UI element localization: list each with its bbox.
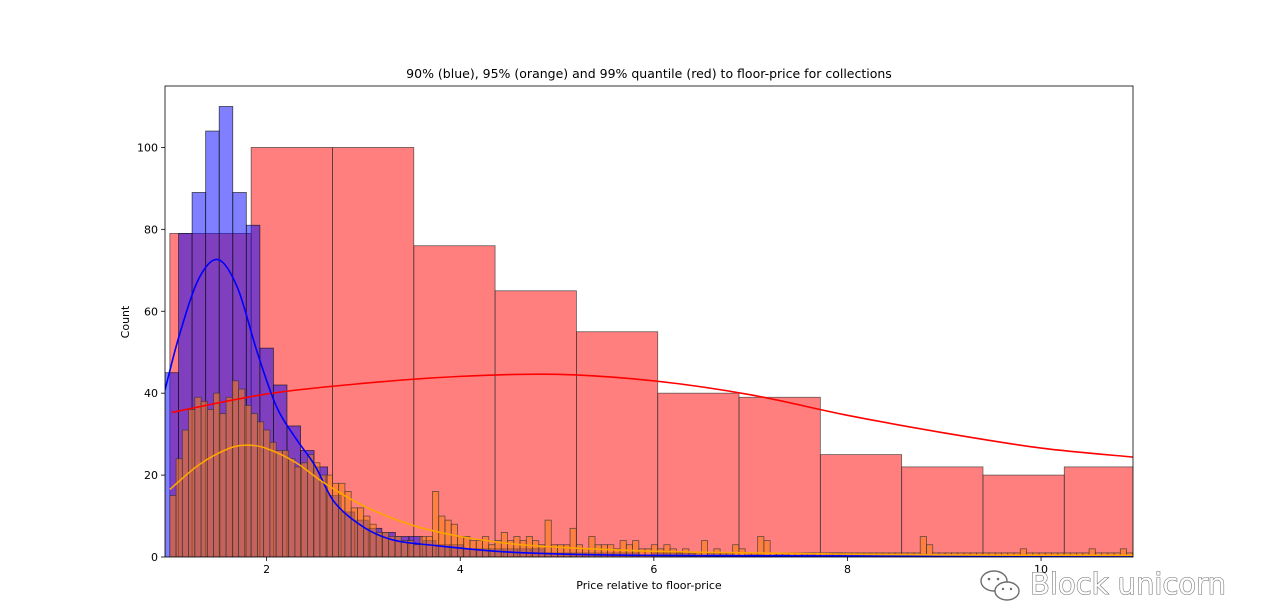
orange-bar [188, 409, 196, 557]
orange-bar [219, 413, 227, 557]
x-tick-label: 4 [457, 563, 464, 576]
orange-bar [513, 536, 521, 557]
y-tick-label: 80 [144, 223, 158, 236]
y-axis: 0 20 40 60 80 100 [137, 141, 165, 564]
x-tick-label: 6 [650, 563, 657, 576]
orange-bar [450, 523, 458, 557]
orange-bar [332, 482, 340, 557]
orange-bar [238, 388, 246, 557]
x-axis-label: Price relative to floor-price [576, 579, 722, 592]
orange-bar [169, 495, 177, 557]
x-tick-label: 10 [1034, 563, 1048, 576]
orange-bar [256, 421, 265, 557]
orange-bar [250, 413, 258, 557]
red-bar [332, 147, 415, 557]
orange-bar [700, 540, 709, 557]
y-tick-label: 100 [137, 141, 158, 154]
orange-bar [475, 540, 483, 557]
red-bar [657, 392, 740, 557]
orange-kde-line [169, 444, 1133, 557]
y-tick-label: 0 [151, 551, 158, 564]
x-tick-label: 2 [263, 563, 270, 576]
orange-bar [369, 523, 377, 557]
orange-bar [500, 532, 508, 557]
watermark-text: Block unicorn [1030, 567, 1226, 601]
watermark: Block unicorn [980, 566, 1227, 602]
orange-bar [300, 462, 308, 557]
wechat-icon [980, 570, 1020, 601]
y-tick-label: 60 [144, 305, 158, 318]
orange-bar [200, 400, 208, 557]
orange-bar [1132, 552, 1133, 557]
orange-bar [563, 544, 571, 557]
red-kde-line [171, 373, 1133, 458]
orange-bar [457, 536, 465, 557]
y-tick-label: 40 [144, 387, 158, 400]
orange-bar [363, 515, 371, 557]
blue-kde-line [165, 258, 1133, 557]
orange-bar [544, 519, 552, 557]
orange-bar [519, 540, 527, 557]
y-axis-label: Count [119, 305, 132, 338]
orange-bar [294, 466, 302, 557]
orange-bar [206, 409, 215, 557]
orange-bar [582, 548, 590, 557]
orange-bar [419, 536, 427, 557]
orange-bar [926, 544, 934, 557]
orange-bar [757, 536, 765, 557]
orange-bar [275, 450, 283, 557]
red-bar [494, 290, 577, 557]
orange-bar [425, 536, 433, 557]
orange-bar [763, 540, 771, 557]
kde-curves [165, 258, 1133, 557]
y-tick-label: 20 [144, 469, 158, 482]
orange-bar [225, 396, 233, 557]
orange-bar [444, 519, 452, 557]
red-bar [819, 454, 903, 557]
orange-bar [244, 405, 252, 557]
red-bar [738, 396, 821, 557]
orange-bar [288, 458, 296, 557]
chart-title: 90% (blue), 95% (orange) and 99% quantil… [406, 66, 892, 81]
red-bar [1063, 466, 1133, 557]
plot-area-frame [164, 85, 1134, 558]
x-tick-label: 8 [844, 563, 851, 576]
orange-bar [269, 441, 277, 557]
red-histogram [169, 147, 1133, 557]
orange-bar [438, 515, 446, 557]
orange-bar [569, 527, 577, 557]
orange-bar [175, 458, 183, 557]
orange-bar [281, 450, 290, 557]
red-bar [982, 474, 1065, 557]
orange-bar [357, 507, 365, 557]
orange-bar [194, 396, 202, 557]
orange-bar [350, 507, 358, 557]
orange-bar [344, 491, 352, 557]
red-bar [901, 466, 984, 557]
orange-bar [463, 536, 471, 557]
x-axis: 2 4 6 8 10 [263, 557, 1048, 576]
red-bar [413, 245, 496, 557]
orange-bar [413, 544, 421, 557]
orange-bar [231, 380, 240, 557]
orange-bar [919, 536, 927, 557]
orange-bar [532, 540, 540, 557]
orange-bar [394, 536, 402, 557]
orange-bar [432, 491, 440, 557]
orange-bar [181, 429, 189, 557]
red-bar [576, 331, 659, 557]
orange-bar [213, 392, 221, 557]
orange-bar [307, 454, 315, 557]
